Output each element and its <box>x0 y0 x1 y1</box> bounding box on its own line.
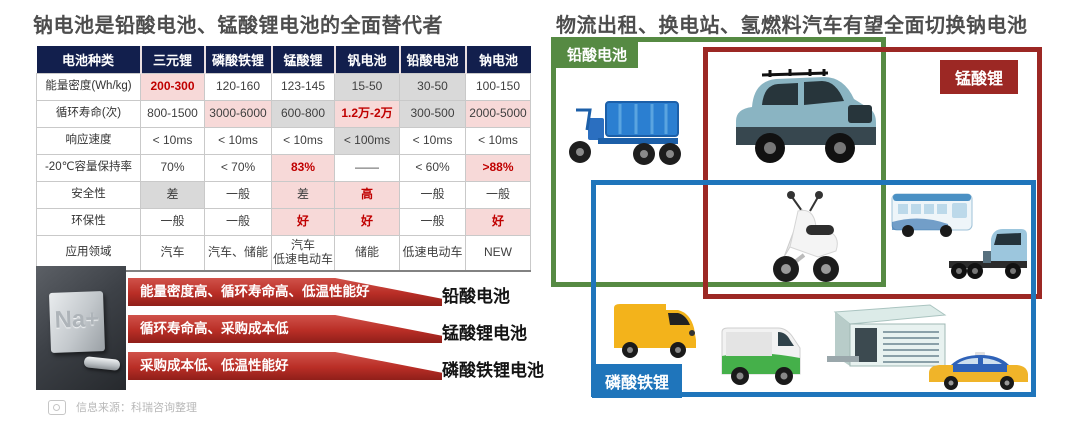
table-cell: 2000-5000 <box>465 100 531 128</box>
col-header: 钒电池 <box>334 46 401 74</box>
table-cell: 差 <box>140 181 205 209</box>
table-cell: 储能 <box>334 235 400 272</box>
row-label: 循环寿命(次) <box>36 100 141 128</box>
table-cell: 汽车 低速电动车 <box>271 235 335 272</box>
table-cell: 汽车、储能 <box>204 235 272 272</box>
lead-acid-tag: 铅酸电池 <box>556 41 639 68</box>
table-cell: 一般 <box>204 181 272 209</box>
table-cell: 600-800 <box>271 100 335 128</box>
table-cell: < 70% <box>204 154 272 182</box>
table-cell: 3000-6000 <box>204 100 272 128</box>
table-cell: 一般 <box>399 181 466 209</box>
lfp-group-box <box>591 180 1036 397</box>
camera-icon <box>48 399 66 415</box>
table-cell: < 10ms <box>140 127 205 155</box>
row-label: -20℃容量保持率 <box>36 154 141 182</box>
col-header: 磷酸铁锂 <box>204 46 273 74</box>
table-row: 安全性 差 一般 差 高 一般 一般 <box>36 181 531 209</box>
table-cell: 200-300 <box>140 73 205 101</box>
lmo-tag: 锰酸锂 <box>940 60 1019 94</box>
table-cell: 差 <box>271 181 335 209</box>
battery-swap-station-image <box>815 300 950 372</box>
electric-scooter-image <box>762 185 848 285</box>
table-cell: 70% <box>140 154 205 182</box>
yellow-delivery-van-image <box>608 300 700 360</box>
ribbon-target-label: 磷酸铁锂电池 <box>442 361 544 380</box>
table-row: 响应速度 < 10ms < 10ms < 10ms < 100ms < 10ms… <box>36 127 531 155</box>
table-cell: >88% <box>465 154 531 182</box>
table-cell: 1.2万-2万 <box>334 100 400 128</box>
row-label: 响应速度 <box>36 127 141 155</box>
table-cell: 300-500 <box>399 100 466 128</box>
taxi-image <box>925 352 1032 392</box>
col-header: 电池种类 <box>36 46 142 74</box>
table-cell: 一般 <box>465 181 531 209</box>
advantage-ribbon: 循环寿命高、采购成本低 <box>128 315 442 343</box>
lfp-tag: 磷酸铁锂 <box>592 364 683 398</box>
table-cell: < 10ms <box>271 127 335 155</box>
right-title: 物流出租、换电站、氢燃料汽车有望全面切换钠电池 <box>556 15 1028 37</box>
table-cell: 好 <box>465 208 531 236</box>
low-speed-ev-image <box>728 65 880 168</box>
table-cell: < 60% <box>399 154 466 182</box>
battery-comparison-table: 电池种类 三元锂 磷酸铁锂 锰酸锂 钒电池 铅酸电池 钠电池 能量密度(Wh/k… <box>36 46 531 272</box>
source-note: 信息来源：科瑞咨询整理 <box>48 399 197 415</box>
table-cell: < 10ms <box>465 127 531 155</box>
table-cell: 一般 <box>204 208 272 236</box>
advantage-ribbon: 采购成本低、低温性能好 <box>128 352 442 380</box>
table-cell: 120-160 <box>204 73 272 101</box>
col-header: 三元锂 <box>140 46 206 74</box>
table-cell: NEW <box>465 235 531 272</box>
table-cell: 一般 <box>140 208 205 236</box>
table-cell: 83% <box>271 154 335 182</box>
table-cell: 800-1500 <box>140 100 205 128</box>
table-cell: < 10ms <box>399 127 466 155</box>
table-row: -20℃容量保持率 70% < 70% 83% —— < 60% >88% <box>36 154 531 182</box>
table-row: 应用领域 汽车 汽车、储能 汽车 低速电动车 储能 低速电动车 NEW <box>36 235 531 272</box>
table-cell: < 100ms <box>334 127 400 155</box>
table-cell: 30-50 <box>399 73 466 101</box>
table-row: 循环寿命(次) 800-1500 3000-6000 600-800 1.2万-… <box>36 100 531 128</box>
advantage-ribbons: 能量密度高、循环寿命高、低温性能好 循环寿命高、采购成本低 采购成本低、低温性能… <box>36 266 544 392</box>
electric-bus-image <box>890 188 975 238</box>
advantage-ribbon: 能量密度高、循环寿命高、低温性能好 <box>128 278 442 306</box>
electric-tricycle-image <box>558 88 693 168</box>
table-cell: < 10ms <box>204 127 272 155</box>
table-cell: 好 <box>334 208 400 236</box>
lead-acid-group-box <box>551 37 886 287</box>
lmo-group-box <box>703 47 1042 299</box>
green-delivery-van-image <box>712 322 808 388</box>
source-text: 信息来源：科瑞咨询整理 <box>76 402 197 414</box>
row-label: 环保性 <box>36 208 141 236</box>
row-label: 安全性 <box>36 181 141 209</box>
left-title: 钠电池是铅酸电池、锰酸锂电池的全面替代者 <box>33 15 443 37</box>
table-row: 环保性 一般 一般 好 好 一般 好 <box>36 208 531 236</box>
table-cell: 好 <box>271 208 335 236</box>
table-cell: 高 <box>334 181 400 209</box>
col-header: 锰酸锂 <box>271 46 336 74</box>
col-header: 铅酸电池 <box>399 46 467 74</box>
table-row: 能量密度(Wh/kg) 200-300 120-160 123-145 15-5… <box>36 73 531 101</box>
table-cell: 100-150 <box>465 73 531 101</box>
table-cell: 15-50 <box>334 73 400 101</box>
ribbon-target-label: 铅酸电池 <box>442 287 510 306</box>
table-header-row: 电池种类 三元锂 磷酸铁锂 锰酸锂 钒电池 铅酸电池 钠电池 <box>36 46 531 74</box>
table-cell: —— <box>334 154 400 182</box>
row-label: 能量密度(Wh/kg) <box>36 73 141 101</box>
application-panel: 铅酸电池 锰酸锂 磷酸铁锂 <box>540 30 1080 420</box>
electric-truck-image <box>945 225 1030 280</box>
table-cell: 123-145 <box>271 73 335 101</box>
ribbon-target-label: 锰酸锂电池 <box>442 324 527 343</box>
table-cell: 汽车 <box>140 235 205 272</box>
sodium-battery-photo: Na+ <box>36 266 126 390</box>
table-cell: 一般 <box>399 208 466 236</box>
col-header: 钠电池 <box>465 46 531 74</box>
table-cell: 低速电动车 <box>399 235 466 272</box>
